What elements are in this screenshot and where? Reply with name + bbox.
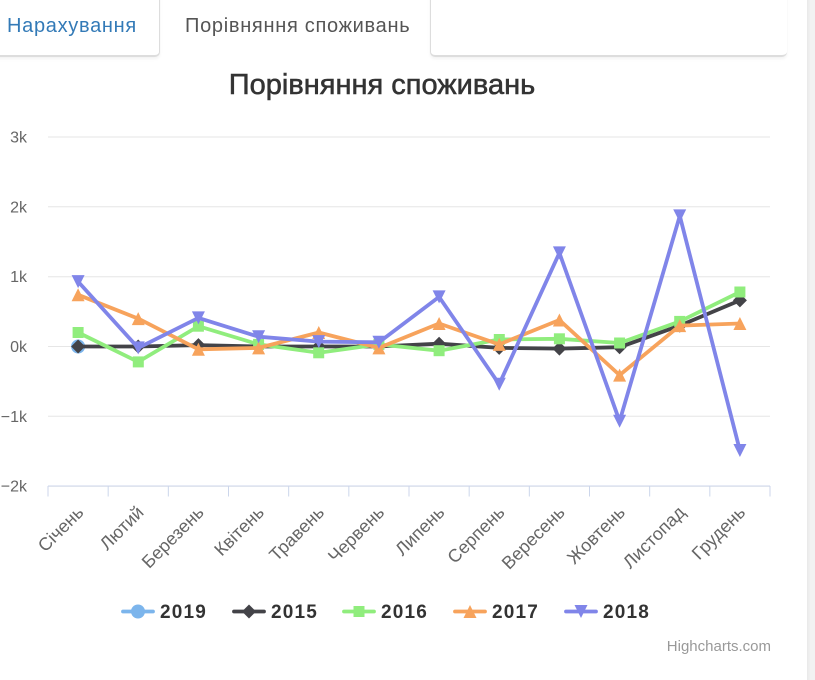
svg-text:Червень: Червень xyxy=(324,502,388,566)
svg-text:2018: 2018 xyxy=(603,602,650,623)
svg-text:2016: 2016 xyxy=(381,602,428,623)
svg-text:Квітень: Квітень xyxy=(210,502,268,560)
svg-text:Грудень: Грудень xyxy=(688,502,749,563)
svg-text:0k: 0k xyxy=(10,339,28,356)
svg-text:2017: 2017 xyxy=(492,602,539,623)
svg-text:1k: 1k xyxy=(10,269,28,286)
svg-text:2k: 2k xyxy=(10,199,28,216)
svg-text:3k: 3k xyxy=(10,130,28,147)
svg-text:Порівняння споживань: Порівняння споживань xyxy=(229,69,535,101)
svg-text:−1k: −1k xyxy=(1,409,28,426)
svg-text:Highcharts.com: Highcharts.com xyxy=(667,638,771,655)
svg-text:Вересень: Вересень xyxy=(498,502,569,573)
svg-text:Січень: Січень xyxy=(34,502,88,556)
svg-text:2019: 2019 xyxy=(160,602,207,623)
svg-text:Березень: Березень xyxy=(138,502,208,572)
svg-text:−2k: −2k xyxy=(1,479,28,496)
svg-text:Листопад: Листопад xyxy=(619,502,689,572)
svg-text:Лютий: Лютий xyxy=(96,502,148,554)
svg-text:Травень: Травень xyxy=(265,502,328,565)
svg-text:2015: 2015 xyxy=(271,602,318,623)
svg-text:Липень: Липень xyxy=(391,502,448,559)
